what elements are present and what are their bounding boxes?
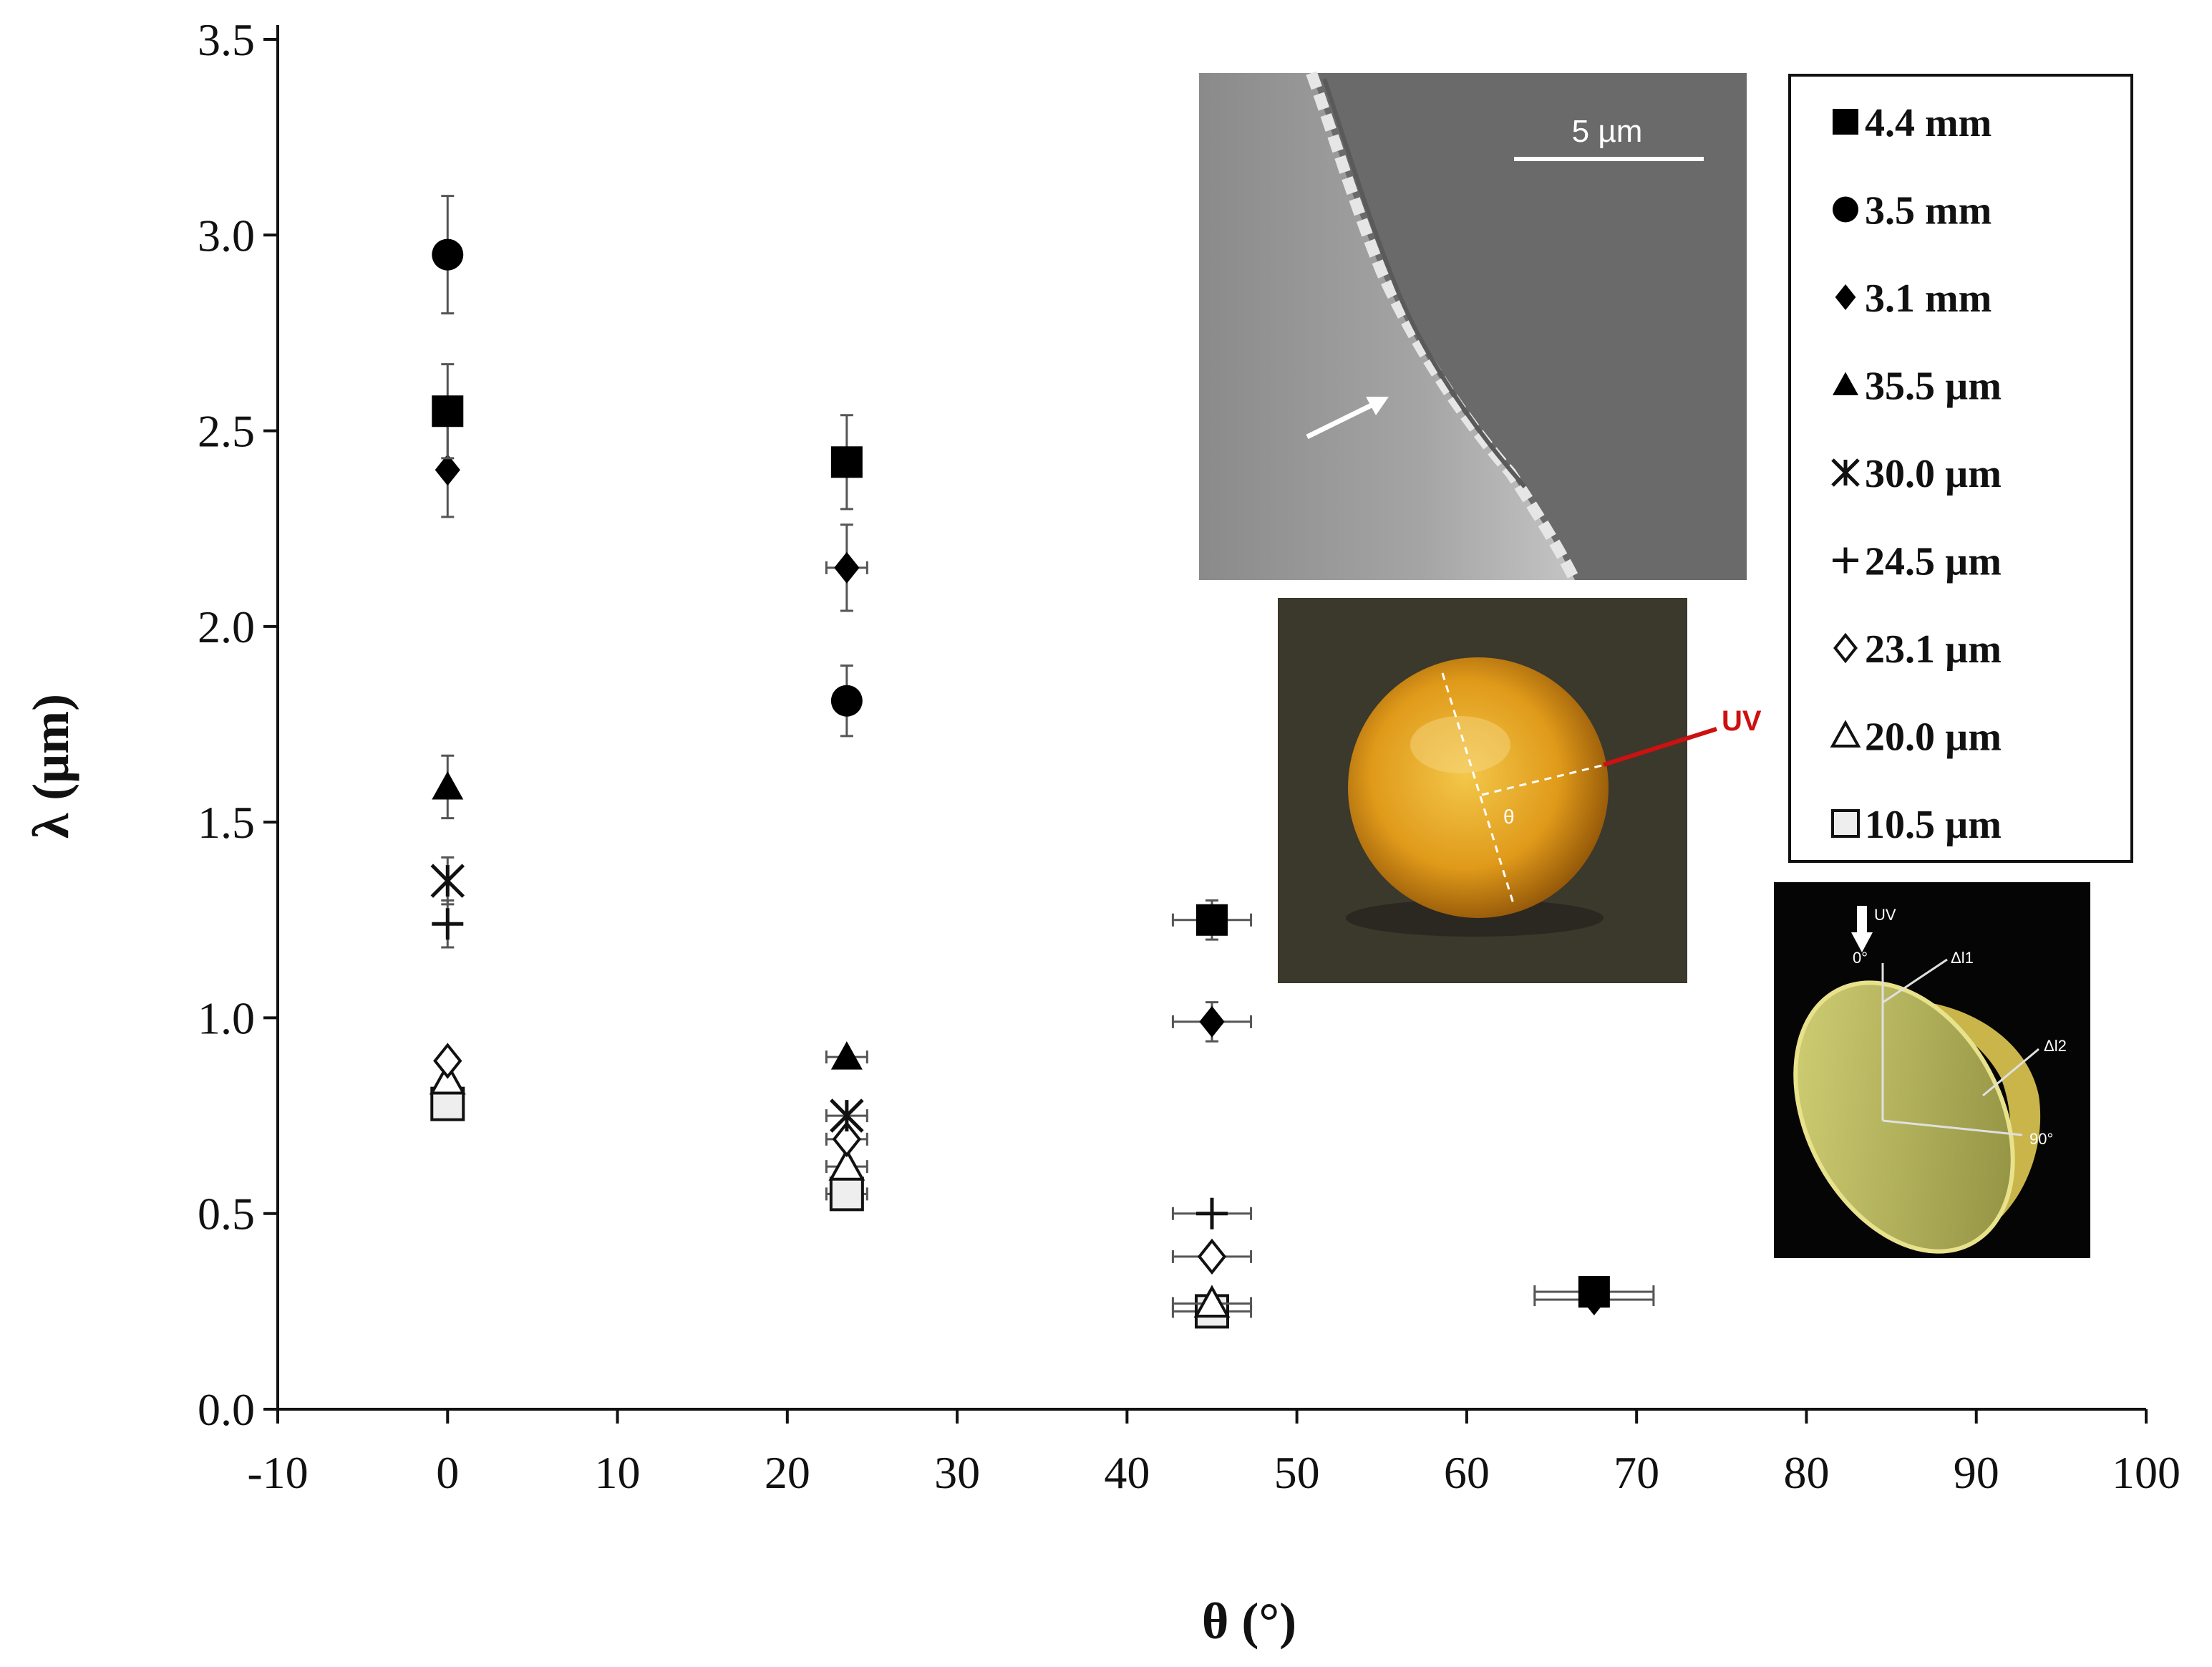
x-tick-label: 100 <box>2112 1447 2181 1498</box>
legend-marker <box>1833 372 1858 395</box>
y-tick-label: 3.0 <box>198 210 255 261</box>
hemisphere-diagram-inset: UV 0° Δl1 Δl2 90° <box>1774 882 2090 1258</box>
data-point <box>830 1098 864 1133</box>
series-10-5-m <box>430 1086 1253 1329</box>
legend-entry-label: 30.0 µm <box>1865 452 2002 496</box>
legend-marker <box>1833 632 1858 664</box>
data-point <box>430 864 465 898</box>
x-tick-label: 40 <box>1104 1447 1150 1498</box>
legend-marker <box>1830 720 1861 748</box>
sem-micrograph-inset: 5 µm <box>1199 71 1747 583</box>
legend-entry-label: 24.5 µm <box>1865 540 2002 584</box>
legend-marker <box>1835 284 1856 310</box>
legend-entry-label: 10.5 µm <box>1865 803 2002 847</box>
y-tick-label: 2.0 <box>198 601 255 652</box>
data-point <box>834 551 860 584</box>
data-point <box>432 395 464 427</box>
legend-marker <box>1833 547 1858 574</box>
x-tick-label: -10 <box>247 1447 308 1498</box>
sem-scale-label: 5 µm <box>1572 114 1643 149</box>
data-point <box>433 1043 462 1079</box>
y-tick-label: 3.5 <box>198 14 255 65</box>
legend-entry-label: 23.1 µm <box>1865 627 2002 672</box>
data-point <box>830 446 863 478</box>
data-point <box>832 1121 862 1158</box>
data-point <box>1193 1285 1231 1318</box>
y-tick-label: 0.5 <box>198 1189 255 1240</box>
uv-label: UV <box>1722 705 1762 737</box>
legend: 4.4 mm 3.5 mm 3.1 mm 35.5 µm 30.0 µm 24.5 µm 2… <box>1788 74 2133 863</box>
data-point <box>830 1041 863 1070</box>
series-30-0-m <box>430 856 868 1133</box>
x-axis-label: θ (°) <box>1202 1593 1296 1650</box>
axes: -10 0 10 20 30 40 50 60 70 80 90 100 0.0 0.5 1.0 1.5 2.0… <box>198 14 2181 1498</box>
data-marks <box>429 195 1655 1329</box>
data-point <box>1196 904 1228 936</box>
diagram-dl1-label: Δl1 <box>1951 949 1974 967</box>
y-tick-label: 0.0 <box>198 1384 255 1435</box>
data-point <box>1199 1005 1225 1038</box>
x-tick-label: 70 <box>1614 1447 1659 1498</box>
data-point <box>830 685 863 717</box>
x-tick-label: 20 <box>765 1447 810 1498</box>
diagram-0deg-label: 0° <box>1853 949 1868 967</box>
y-tick-label: 1.5 <box>198 797 255 848</box>
arrow-icon <box>1306 398 1382 440</box>
diagram-dl2-label: Δl2 <box>2044 1037 2067 1055</box>
legend-marker <box>1831 458 1860 487</box>
legend-marker <box>1833 196 1858 223</box>
series-24-5-m <box>432 899 1253 1229</box>
data-point <box>435 454 460 486</box>
diagram-uv-label: UV <box>1874 906 1896 924</box>
series-3-5-mm <box>432 195 863 738</box>
legend-entry-label: 3.5 mm <box>1865 189 1992 233</box>
sphere-angle-label: θ <box>1503 806 1515 828</box>
x-tick-label: 60 <box>1444 1447 1490 1498</box>
x-tick-label: 0 <box>436 1447 459 1498</box>
y-tick-label: 1.0 <box>198 992 255 1043</box>
x-tick-label: 50 <box>1274 1447 1320 1498</box>
series-23-1-m <box>433 1043 1253 1275</box>
series-35-5-m <box>432 754 868 1070</box>
data-point <box>828 1148 865 1181</box>
uv-pointer-line <box>1603 727 1717 767</box>
data-point <box>432 770 464 800</box>
sphere-photo-inset: θ <box>1278 598 1687 983</box>
data-point <box>432 238 464 271</box>
data-point <box>432 908 464 940</box>
legend-entry-label: 35.5 µm <box>1865 364 2002 409</box>
legend-marker <box>1833 109 1858 135</box>
legend-entry-label: 20.0 µm <box>1865 715 2002 760</box>
data-point <box>1578 1276 1610 1308</box>
x-tick-label: 80 <box>1783 1447 1829 1498</box>
x-tick-label: 10 <box>595 1447 641 1498</box>
data-point <box>1197 1238 1227 1275</box>
legend-marker <box>1831 809 1860 838</box>
x-tick-label: 90 <box>1954 1447 1999 1498</box>
series-4-4-mm <box>432 363 1655 1308</box>
arrow-down-icon <box>1851 932 1873 952</box>
diagram-90deg-label: 90° <box>2029 1130 2053 1148</box>
legend-entry-label: 3.1 mm <box>1865 276 1992 321</box>
data-point <box>1196 1197 1228 1229</box>
data-point <box>829 1176 864 1212</box>
y-axis-label: λ (μm) <box>22 694 79 839</box>
y-tick-label: 2.5 <box>198 406 255 457</box>
legend-entry-label: 4.4 mm <box>1865 101 1992 145</box>
x-tick-label: 30 <box>934 1447 980 1498</box>
series-20-0-m <box>429 1061 1253 1318</box>
